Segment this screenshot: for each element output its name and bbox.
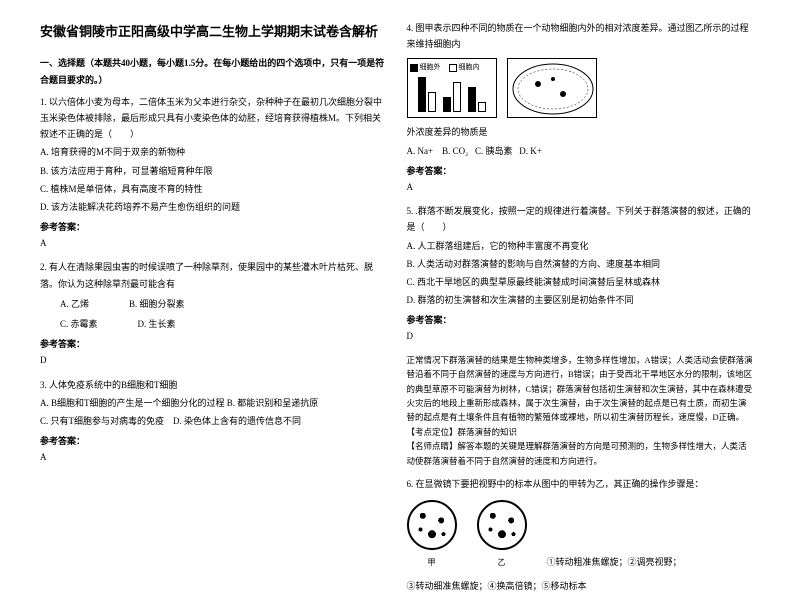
q2-optD: D. 生长素 xyxy=(138,316,176,332)
q5-point: 【考点定位】群落演替的知识 xyxy=(407,425,754,439)
question-1: 1. 以六倍体小麦为母本，二倍体玉米为父本进行杂交，杂种种子在最初几次细胞分裂中… xyxy=(40,94,387,252)
question-5: 5. .群落不断发展变化，按照一定的规律进行着演替。下列关于群落演替的叙述，正确… xyxy=(407,203,754,468)
q5-optA: A. 人工群落组建后，它的物种丰富度不再变化 xyxy=(407,238,754,254)
cell-membrane-icon xyxy=(507,58,597,118)
q5-tip: 【名师点睛】解答本题的关键是理解群落演替的方向是可预测的，生物多样性增大，人类活… xyxy=(407,439,754,468)
q3-ans: A xyxy=(40,449,387,465)
q1-optC: C. 植株M是单倍体，具有高度不育的特性 xyxy=(40,181,387,197)
q3-optC: C. 只有T细胞参与对病毒的免疫 D. 染色体上含有的遗传信息不同 xyxy=(40,413,387,429)
q1-ans: A xyxy=(40,235,387,251)
q1-ans-label: 参考答案： xyxy=(40,219,387,235)
q5-explain: 正常情况下群落演替的结果是生物种类增多，生物多样性增加，A错误；人类活动会使群落… xyxy=(407,353,754,425)
q4-optB: B. CO₂ xyxy=(442,146,468,156)
q5-optD: D. 群落的初生演替和次生演替的主要区别是初始条件不同 xyxy=(407,292,754,308)
microscope-view-b-icon xyxy=(477,500,527,550)
question-3: 3. 人体免疫系统中的B细胞和T细胞 A. B细胞和T细胞的产生是一个细胞分化的… xyxy=(40,377,387,466)
q4-optD: D. K+ xyxy=(519,146,542,156)
q5-optC: C. 西北干旱地区的典型草原最终能演替成时间演替后呈林或森林 xyxy=(407,274,754,290)
bar-chart-icon: 细胞外 细胞内 xyxy=(407,58,497,118)
q6-labB: 乙 xyxy=(477,556,527,570)
q4-ans-label: 参考答案： xyxy=(407,163,754,179)
q2-optA: A. 乙烯 xyxy=(60,296,89,312)
section-heading: 一、选择题（本题共40小题，每小题1.5分。在每小题给出的四个选项中，只有一项是… xyxy=(40,55,387,87)
question-6: 6. 在显微镜下要把视野中的标本从图中的甲转为乙，其正确的操作步骤是： 甲 乙 … xyxy=(407,476,754,594)
microscope-view-a-icon xyxy=(407,500,457,550)
q4-sub: 外浓度差异的物质是 xyxy=(407,124,754,140)
q5-ans-label: 参考答案： xyxy=(407,312,754,328)
q6-step2: ③转动细准焦螺旋；④换高倍镜；⑤移动标本 xyxy=(407,578,754,594)
right-column: 4. 图甲表示四种不同的物质在一个动物细胞内外的相对浓度差异。通过图乙所示的过程… xyxy=(397,20,764,541)
q6-labA: 甲 xyxy=(407,556,457,570)
q2-ans: D xyxy=(40,352,387,368)
q1-optA: A. 培育获得的M不同于双亲的新物种 xyxy=(40,144,387,160)
q3-stem: 3. 人体免疫系统中的B细胞和T细胞 xyxy=(40,377,387,393)
q4-optA: A. Na+ xyxy=(407,146,434,156)
q5-optB: B. 人类活动对群落演替的影响与自然演替的方向、速度基本相同 xyxy=(407,256,754,272)
q4-optC: C. 胰岛素 xyxy=(475,146,513,156)
q2-ans-label: 参考答案： xyxy=(40,336,387,352)
page-title: 安徽省铜陵市正阳高级中学高二生物上学期期末试卷含解析 xyxy=(40,20,387,43)
question-4: 4. 图甲表示四种不同的物质在一个动物细胞内外的相对浓度差异。通过图乙所示的过程… xyxy=(407,20,754,195)
q4-stem: 4. 图甲表示四种不同的物质在一个动物细胞内外的相对浓度差异。通过图乙所示的过程… xyxy=(407,20,754,52)
q6-stem: 6. 在显微镜下要把视野中的标本从图中的甲转为乙，其正确的操作步骤是： xyxy=(407,476,754,492)
q5-ans: D xyxy=(407,328,754,344)
question-2: 2. 有人在清除果园虫害的时候误喷了一种除草剂，使果园中的某些灌木叶片枯死、脱落… xyxy=(40,259,387,368)
q4-figures: 细胞外 细胞内 xyxy=(407,58,754,118)
left-column: 安徽省铜陵市正阳高级中学高二生物上学期期末试卷含解析 一、选择题（本题共40小题… xyxy=(30,20,397,541)
q2-optC: C. 赤霉素 xyxy=(60,316,98,332)
q6-figures: 甲 乙 ①转动粗准焦螺旋；②调亮视野； xyxy=(407,500,754,570)
q3-optA: A. B细胞和T细胞的产生是一个细胞分化的过程 B. 都能识别和呈递抗原 xyxy=(40,395,387,411)
q4-ans: A xyxy=(407,179,754,195)
q2-stem: 2. 有人在清除果园虫害的时候误喷了一种除草剂，使果园中的某些灌木叶片枯死、脱落… xyxy=(40,259,387,291)
q1-optD: D. 该方法能解决花药培养不易产生愈伤组织的问题 xyxy=(40,199,387,215)
q2-optB: B. 细胞分裂素 xyxy=(129,296,185,312)
q1-optB: B. 该方法应用于育种，可显著缩短育种年限 xyxy=(40,163,387,179)
q3-ans-label: 参考答案： xyxy=(40,433,387,449)
q1-stem: 1. 以六倍体小麦为母本，二倍体玉米为父本进行杂交，杂种种子在最初几次细胞分裂中… xyxy=(40,94,387,143)
q6-step1: ①转动粗准焦螺旋；②调亮视野； xyxy=(547,554,682,570)
q5-stem: 5. .群落不断发展变化，按照一定的规律进行着演替。下列关于群落演替的叙述，正确… xyxy=(407,203,754,235)
